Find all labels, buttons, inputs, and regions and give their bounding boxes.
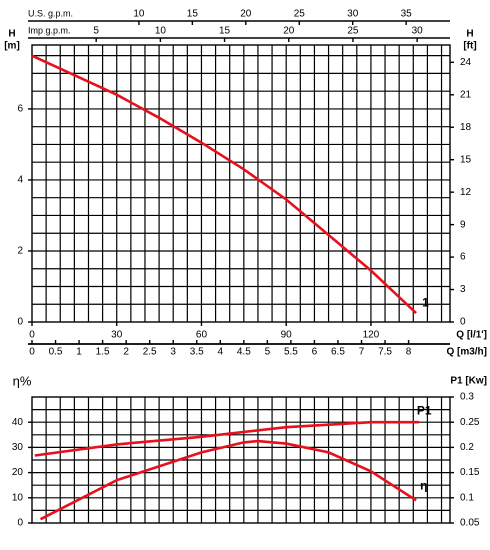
extra-x-tick-label: 5.5	[284, 347, 298, 358]
extra-x-tick-label: 7.5	[378, 347, 392, 358]
extra-x-tick-label: 0	[29, 347, 35, 358]
y2-axis-unit: [ft]	[463, 41, 476, 52]
series-line	[39, 439, 417, 521]
extra-axis-label: Imp g.p.m.	[28, 25, 71, 35]
extra-x-tick-label: 8	[406, 347, 412, 358]
extra-x-tick-label: 20	[283, 26, 295, 37]
extra-x-tick-label: 25	[347, 26, 359, 37]
y2-axis-label: H	[466, 29, 473, 40]
extra-x-tick-label: 30	[347, 9, 359, 20]
plot-frame	[31, 396, 451, 524]
extra-axis-label: U.S. g.p.m.	[28, 8, 73, 18]
series-label: P1	[417, 403, 432, 417]
y-axis-label: H	[8, 29, 15, 40]
y2-tick-label: 21	[460, 89, 472, 100]
y-tick-label: 20	[12, 467, 24, 478]
x-tick-label: 90	[281, 330, 293, 341]
y2-tick-label: 0.25	[460, 417, 480, 428]
extra-x-tick-label: 5	[93, 26, 99, 37]
extra-x-tick-label: 30	[412, 26, 424, 37]
extra-x-tick-label: 3	[170, 347, 176, 358]
extra-x-tick-label: 35	[401, 9, 413, 20]
extra-x-tick-label: 1	[76, 347, 82, 358]
y-axis-label: η%	[13, 373, 32, 388]
y2-tick-label: 0.1	[460, 492, 474, 503]
extra-axis-label: Q [m3/h]	[446, 347, 487, 358]
y-tick-label: 4	[17, 175, 23, 186]
extra-x-tick-label: 0.5	[49, 347, 63, 358]
y2-tick-label: 18	[460, 122, 472, 133]
plot-frame	[31, 44, 451, 323]
extra-x-tick-label: 10	[133, 9, 145, 20]
extra-x-tick-label: 1.5	[96, 347, 110, 358]
y2-tick-label: 0.3	[460, 392, 474, 403]
y2-tick-label: 3	[460, 284, 466, 295]
extra-x-tick-label: 6	[312, 347, 318, 358]
y-tick-label: 6	[17, 104, 23, 115]
extra-x-tick-label: 4.5	[237, 347, 251, 358]
x-tick-label: 120	[363, 330, 380, 341]
series-line	[31, 54, 417, 315]
x-tick-label: 30	[111, 330, 123, 341]
series-label: 1	[422, 295, 429, 309]
y2-tick-label: 24	[460, 57, 472, 68]
x-axis-label: Q [l/1']	[456, 330, 487, 341]
y2-tick-label: 0.05	[460, 518, 480, 529]
y-tick-label: 2	[17, 246, 23, 257]
y-tick-label: 0	[17, 518, 23, 529]
extra-x-tick-label: 10	[155, 26, 167, 37]
y-axis-unit: [m]	[4, 41, 20, 52]
y-tick-label: 30	[12, 442, 24, 453]
x-tick-label: 0	[29, 330, 35, 341]
y2-tick-label: 9	[460, 219, 466, 230]
y-tick-label: 0	[17, 317, 23, 328]
extra-x-tick-label: 5	[265, 347, 271, 358]
extra-x-tick-label: 2	[123, 347, 129, 358]
x-tick-label: 60	[196, 330, 208, 341]
y2-tick-label: 6	[460, 252, 466, 263]
extra-x-tick-label: 25	[294, 9, 306, 20]
extra-x-tick-label: 20	[240, 9, 252, 20]
extra-x-tick-label: 6.5	[331, 347, 345, 358]
extra-x-tick-label: 15	[187, 9, 199, 20]
y2-tick-label: 0	[460, 317, 466, 328]
y2-tick-label: 0.2	[460, 442, 474, 453]
y2-tick-label: 15	[460, 154, 472, 165]
extra-x-tick-label: 15	[219, 26, 231, 37]
y-tick-label: 10	[12, 492, 24, 503]
series-line	[34, 420, 419, 457]
y-tick-label: 40	[12, 417, 24, 428]
extra-x-tick-label: 3.5	[190, 347, 204, 358]
extra-x-tick-label: 4	[218, 347, 224, 358]
series-label: η	[420, 478, 427, 492]
extra-x-tick-label: 2.5	[143, 347, 157, 358]
extra-x-tick-label: 7	[359, 347, 365, 358]
y2-tick-label: 0.15	[460, 467, 480, 478]
y2-tick-label: 12	[460, 187, 472, 198]
y2-axis-label: P1 [Kw]	[450, 376, 487, 387]
